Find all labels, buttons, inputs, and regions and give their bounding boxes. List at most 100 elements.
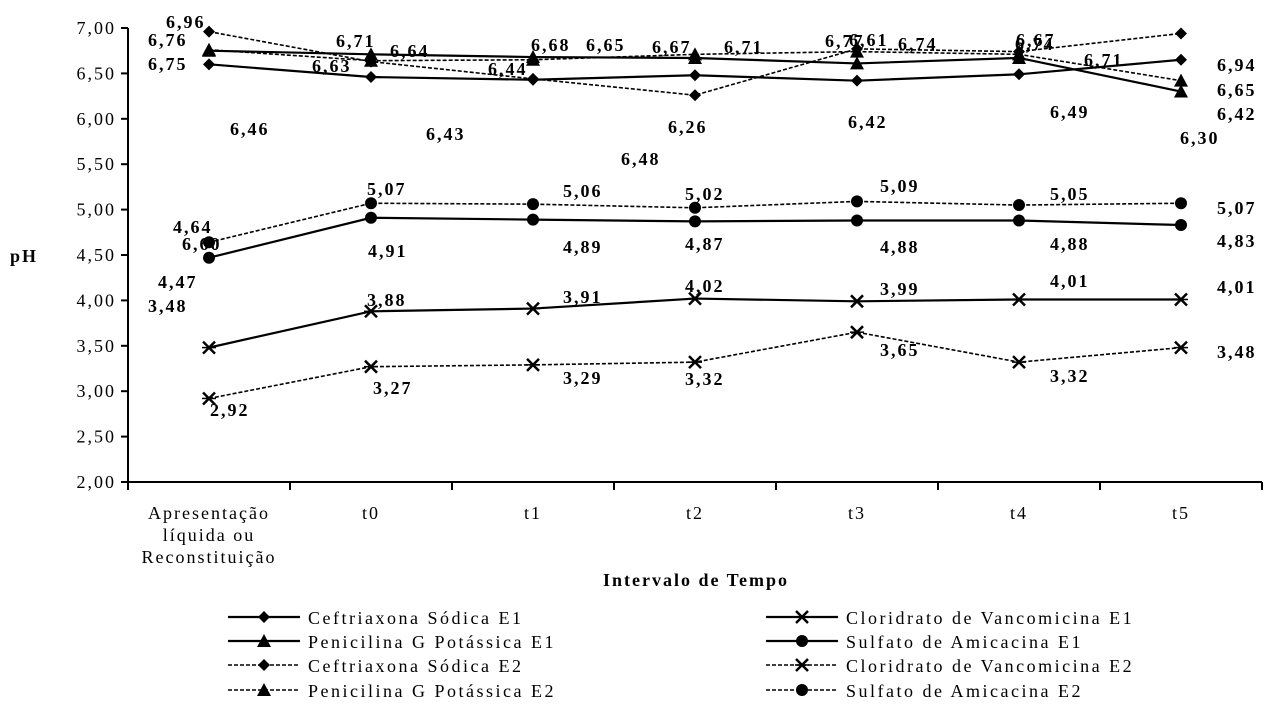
data-point-marker — [689, 215, 701, 228]
data-label: 3,48 — [148, 296, 188, 316]
data-label: 4,91 — [368, 241, 408, 261]
x-tick-label: t4 — [1010, 503, 1028, 523]
data-label: 3,32 — [1050, 366, 1090, 386]
data-labels: 6,60 6,46 6,43 6,48 6,42 6,49 6,65 3,48 3,88 3,91… — [148, 12, 1257, 420]
data-point-marker — [364, 53, 378, 67]
data-label: 6,49 — [1050, 102, 1090, 122]
data-point-marker — [1174, 292, 1188, 307]
data-point-marker — [1175, 197, 1187, 210]
data-label: 6,94 — [1217, 55, 1257, 75]
data-point-marker — [1174, 340, 1188, 355]
legend-entry: Sulfato de Amicacina E2 — [766, 681, 1083, 701]
data-label: 5,06 — [563, 181, 603, 201]
y-tick-label: 3,50 — [77, 336, 117, 356]
legend: Ceftriaxona Sódica E1 Cloridrato de Vanco… — [228, 608, 1134, 701]
data-label: 6,44 — [488, 59, 528, 79]
x-tick-label: Apresentação líquida ou Reconstituição — [142, 503, 277, 567]
y-axis-title: pH — [10, 246, 38, 266]
data-point-marker — [851, 74, 863, 87]
legend-label: Sulfato de Amicacina E2 — [846, 681, 1083, 701]
legend-label: Sulfato de Amicacina E1 — [846, 632, 1083, 652]
legend-marker — [257, 683, 271, 696]
data-point-marker — [365, 197, 377, 210]
data-label: 6,61 — [849, 30, 889, 50]
y-tick-label: 5,50 — [77, 154, 117, 174]
data-label: 6,46 — [230, 119, 270, 139]
data-label: 6,67 — [652, 37, 692, 57]
data-label: 5,07 — [367, 179, 407, 199]
data-label: 2,92 — [210, 400, 250, 420]
data-label: 6,48 — [621, 149, 661, 169]
data-label: 6,68 — [531, 35, 571, 55]
axes — [121, 27, 1263, 490]
data-label: 6,74 — [1015, 34, 1055, 54]
data-label: 4,87 — [685, 234, 725, 254]
data-point-marker — [1013, 68, 1025, 81]
data-label: 6,60 — [182, 234, 222, 254]
data-point-marker — [364, 359, 378, 374]
data-label: 4,47 — [158, 272, 198, 292]
data-label: 6,74 — [898, 34, 938, 54]
data-point-marker — [850, 325, 864, 340]
data-label: 6,43 — [426, 124, 466, 144]
data-point-marker — [1175, 219, 1187, 232]
data-label: 6,65 — [586, 35, 626, 55]
data-point-marker — [202, 340, 216, 355]
series-markers — [202, 25, 1188, 406]
data-label: 6,64 — [390, 41, 430, 61]
legend-marker — [796, 635, 808, 647]
legend-label: Ceftriaxona Sódica E1 — [308, 608, 523, 628]
data-point-marker — [1012, 292, 1026, 307]
y-tick-label: 2,50 — [77, 427, 117, 447]
data-label: 4,02 — [685, 276, 725, 296]
legend-label: Cloridrato de Vancomicina E1 — [846, 608, 1134, 628]
legend-label: Penicilina G Potássica E2 — [308, 681, 556, 701]
data-label: 6,75 — [148, 54, 188, 74]
data-point-marker — [688, 291, 702, 306]
data-label: 3,99 — [880, 279, 920, 299]
data-point-marker — [1013, 199, 1025, 212]
data-point-marker — [688, 355, 702, 370]
x-tick-label: t1 — [524, 503, 542, 523]
x-tick-label: t2 — [686, 503, 704, 523]
legend-entry: Cloridrato de Vancomicina E1 — [766, 608, 1134, 628]
data-point-marker — [365, 211, 377, 224]
y-tick-label: 6,00 — [77, 109, 117, 129]
data-point-marker — [689, 201, 701, 214]
data-point-marker — [689, 69, 701, 82]
data-label: 3,91 — [563, 287, 603, 307]
data-point-marker — [850, 44, 864, 58]
legend-marker — [795, 610, 809, 624]
legend-marker — [258, 659, 270, 671]
data-point-marker — [527, 213, 539, 226]
data-point-marker — [203, 58, 215, 71]
legend-label: Penicilina G Potássica E1 — [308, 632, 556, 652]
data-point-marker — [850, 56, 864, 70]
legend-label: Cloridrato de Vancomicina E2 — [846, 656, 1134, 676]
data-point-marker — [203, 25, 215, 38]
data-label: 3,32 — [685, 369, 725, 389]
legend-entry: Penicilina G Potássica E2 — [228, 681, 556, 701]
data-label: 6,26 — [668, 117, 708, 137]
data-point-marker — [1175, 27, 1187, 40]
data-point-marker — [364, 304, 378, 319]
data-label: 6,65 — [1217, 80, 1257, 100]
data-point-marker — [1012, 47, 1026, 61]
data-label: 4,88 — [1050, 234, 1090, 254]
data-label: 6,77 — [825, 31, 865, 51]
data-label: 4,83 — [1217, 231, 1257, 251]
legend-entry: Ceftriaxona Sódica E2 — [228, 656, 521, 676]
legend-entry: Ceftriaxona Sódica E1 — [228, 608, 523, 628]
y-tick-label: 7,00 — [77, 18, 117, 38]
data-point-marker — [526, 301, 540, 316]
data-point-marker — [851, 195, 863, 208]
series-line — [208, 297, 1181, 349]
legend-marker — [257, 634, 271, 647]
x-tick-label: t3 — [848, 503, 866, 523]
data-point-marker — [689, 89, 701, 102]
data-label: 5,09 — [880, 176, 920, 196]
data-label: 6,71 — [1084, 50, 1124, 70]
data-point-marker — [526, 357, 540, 372]
data-point-marker — [1013, 214, 1025, 227]
